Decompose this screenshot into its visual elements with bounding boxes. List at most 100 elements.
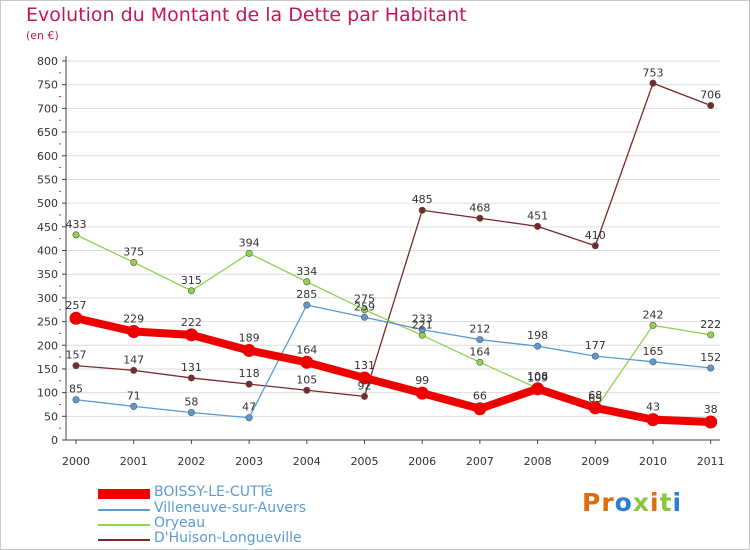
data-label-oryeau: 109	[527, 371, 548, 384]
logo-letter: i	[672, 488, 683, 517]
data-point-boissy	[358, 371, 371, 385]
x-tick-label: 2006	[408, 455, 436, 468]
x-tick-label: 2003	[235, 455, 263, 468]
y-tick-label: 550	[37, 173, 58, 186]
data-point-boissy	[127, 325, 141, 339]
data-label-villeneuve: 152	[700, 351, 721, 364]
data-label-boissy: 222	[181, 316, 202, 329]
y-tick-label: 250	[37, 316, 58, 329]
data-label-villeneuve: 47	[242, 401, 256, 414]
data-label-boissy: 66	[473, 390, 487, 403]
data-point-oryeau	[476, 358, 484, 366]
data-label-oryeau: 433	[66, 218, 87, 231]
logo-letter: P	[582, 488, 602, 517]
x-tick-label: 2009	[581, 455, 609, 468]
data-label-villeneuve: 285	[296, 288, 317, 301]
data-point-boissy	[242, 343, 256, 357]
legend-label-oryeau: Oryeau	[154, 515, 206, 531]
data-label-huison: 468	[469, 201, 490, 214]
logo-letter: x	[632, 488, 650, 517]
data-point-oryeau	[130, 258, 138, 266]
data-label-huison: 485	[412, 193, 433, 206]
data-point-oryeau	[72, 231, 80, 239]
x-tick-label: 2002	[177, 455, 205, 468]
logo-letter: o	[614, 488, 633, 517]
data-point-villeneuve	[591, 352, 599, 360]
data-point-huison	[591, 242, 599, 250]
data-label-huison: 131	[181, 361, 202, 374]
data-label-oryeau: 375	[123, 245, 144, 258]
data-label-boissy: 164	[296, 343, 317, 356]
legend-swatch-huison	[98, 539, 150, 541]
data-point-villeneuve	[534, 342, 542, 350]
data-point-huison	[303, 386, 311, 394]
data-label-villeneuve: 177	[585, 339, 606, 352]
logo-letter: t	[659, 488, 673, 517]
data-label-huison: 118	[239, 367, 260, 380]
y-tick-label: 350	[37, 268, 58, 281]
data-point-boissy	[473, 402, 487, 416]
data-point-villeneuve	[476, 336, 484, 344]
data-point-oryeau	[245, 249, 253, 257]
series-line-boissy	[72, 314, 715, 426]
data-point-boissy	[704, 415, 718, 429]
y-tick-label: 400	[37, 245, 58, 258]
logo-letter: i	[650, 488, 660, 517]
y-tick-label: 600	[37, 150, 58, 163]
data-point-oryeau	[649, 321, 657, 329]
data-point-huison	[130, 366, 138, 374]
y-tick-label: 50	[44, 410, 58, 423]
x-tick-label: 2007	[466, 455, 494, 468]
data-label-boissy: 38	[704, 403, 718, 416]
legend-label-villeneuve: Villeneuve-sur-Auvers	[154, 500, 307, 516]
y-tick-label: 100	[37, 387, 58, 400]
data-point-huison	[187, 374, 195, 382]
y-tick-label: 700	[37, 102, 58, 115]
data-label-villeneuve: 198	[527, 329, 548, 342]
legend-swatch-oryeau	[98, 524, 150, 526]
x-tick-label: 2000	[62, 455, 90, 468]
data-label-villeneuve: 165	[643, 345, 664, 358]
data-label-villeneuve: 71	[127, 389, 141, 402]
series-line-villeneuve	[75, 304, 712, 419]
data-point-huison	[707, 102, 715, 110]
data-point-villeneuve	[72, 396, 80, 404]
data-label-boissy: 257	[66, 299, 87, 312]
data-label-oryeau: 334	[296, 265, 317, 278]
data-label-villeneuve: 58	[184, 396, 198, 409]
y-tick-label: 200	[37, 339, 58, 352]
legend-label-boissy: BOISSY-LE-CUTTé	[154, 484, 274, 500]
data-point-villeneuve	[187, 409, 195, 417]
y-tick-label: 650	[37, 126, 58, 139]
data-point-boissy	[531, 382, 545, 396]
data-point-huison	[649, 79, 657, 87]
data-label-huison: 451	[527, 209, 548, 222]
data-label-oryeau: 275	[354, 293, 375, 306]
data-label-oryeau: 242	[643, 308, 664, 321]
y-tick-label: 0	[51, 434, 58, 447]
data-label-boissy: 99	[415, 374, 429, 387]
legend-swatch-boissy	[98, 489, 150, 499]
data-point-boissy	[415, 386, 429, 400]
data-label-huison: 147	[123, 353, 144, 366]
data-point-oryeau	[707, 331, 715, 339]
data-label-huison: 410	[585, 229, 606, 242]
data-label-huison: 753	[643, 66, 664, 79]
data-point-huison	[72, 362, 80, 370]
y-tick-label: 300	[37, 292, 58, 305]
data-label-huison: 157	[66, 349, 87, 362]
y-tick-label: 750	[37, 79, 58, 92]
y-tick-label: 800	[37, 55, 58, 68]
data-label-oryeau: 65	[588, 392, 602, 405]
data-label-huison: 105	[296, 373, 317, 386]
data-label-boissy: 229	[123, 313, 144, 326]
data-label-huison: 706	[700, 89, 721, 102]
x-tick-label: 2004	[293, 455, 321, 468]
x-tick-label: 2005	[351, 455, 379, 468]
data-label-villeneuve: 259	[354, 300, 375, 313]
data-label-villeneuve: 212	[469, 323, 490, 336]
data-label-boissy: 43	[646, 401, 660, 414]
data-label-boissy: 108	[527, 370, 548, 383]
series-line-oryeau	[75, 234, 712, 410]
